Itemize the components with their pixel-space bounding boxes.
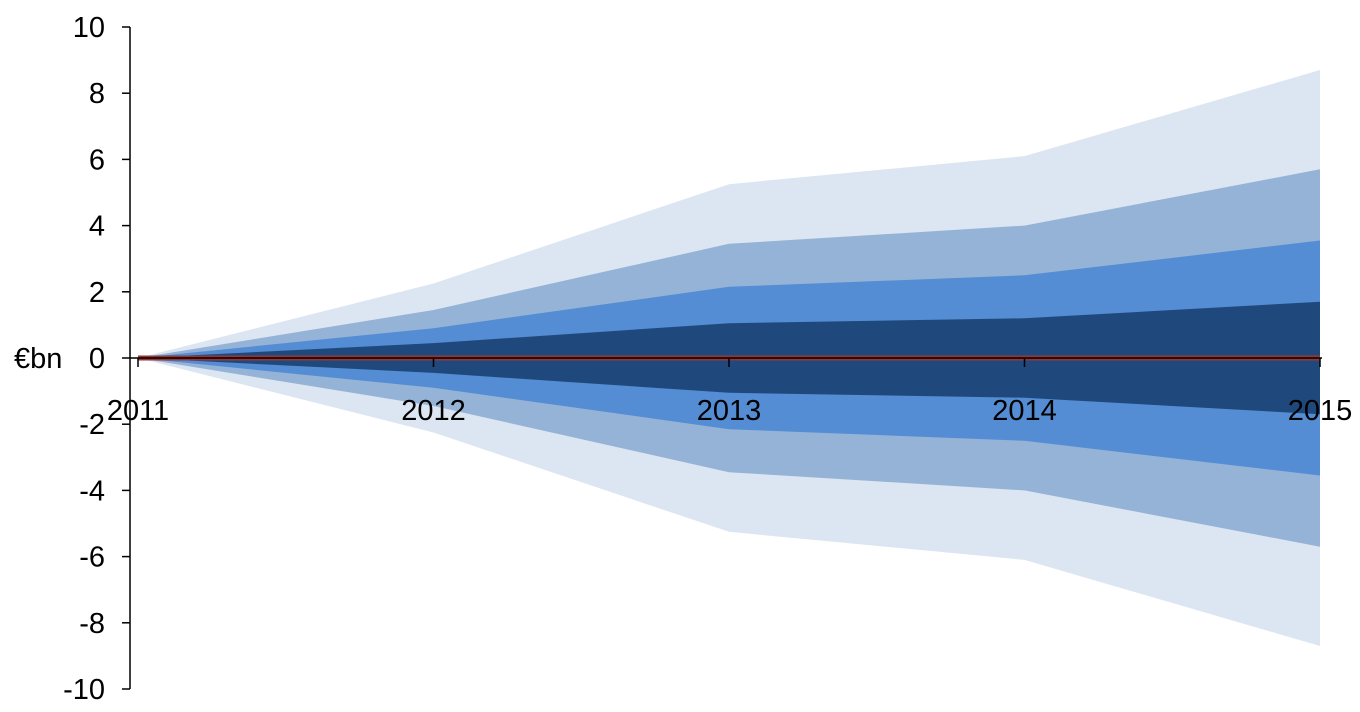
axes	[122, 26, 1322, 690]
x-tick-label: 2011	[107, 395, 169, 427]
y-tick-label: 8	[89, 78, 105, 110]
y-tick-label: -10	[63, 674, 105, 706]
x-tick-label: 2012	[401, 395, 466, 427]
y-tick-label: 10	[73, 12, 105, 44]
y-tick-label: 4	[89, 211, 105, 243]
y-tick-label: -4	[79, 475, 105, 507]
y-tick-label: 0	[89, 343, 105, 375]
y-tick-label: 2	[89, 277, 105, 309]
x-tick-label: 2014	[992, 395, 1057, 427]
x-tick-label: 2013	[697, 395, 762, 427]
y-tick-label: -2	[79, 409, 105, 441]
y-tick-label: -8	[79, 608, 105, 640]
y-tick-label: 6	[89, 144, 105, 176]
y-axis-title: €bn	[14, 343, 62, 375]
axis-labels: 10 8 6 4 2 0 -2 -4 -6 -8 -10 2011 2012 2013 2014 2015	[63, 12, 1352, 706]
y-tick-label: -6	[79, 542, 105, 574]
x-tick-label: 2015	[1288, 395, 1353, 427]
